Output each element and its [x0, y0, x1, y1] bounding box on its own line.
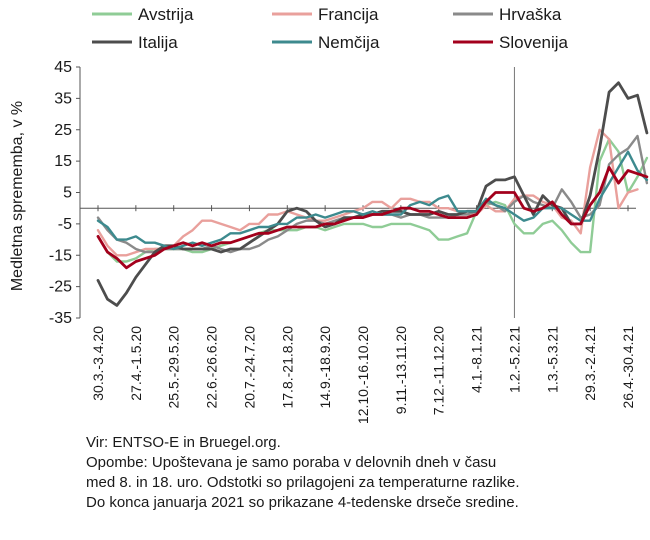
plot-area	[96, 81, 649, 307]
y-axis-title: Medletna sprememba, v %	[9, 101, 26, 291]
y-tick-label: -15	[49, 247, 72, 264]
legend-label: Francija	[318, 5, 379, 24]
y-tick-label: 35	[54, 90, 72, 107]
series-line-avstrija	[96, 137, 649, 263]
x-tick-label: 27.4.-1.5.20	[128, 326, 144, 401]
x-tick-label: 29.3.-2.4.21	[582, 326, 598, 401]
x-tick-label: 1.3.-5.3.21	[544, 326, 560, 393]
legend-label: Hrvaška	[499, 5, 562, 24]
x-tick-label: 22.6.-26.6.20	[204, 326, 220, 409]
x-tick-label: 9.11.-13.11.20	[393, 326, 409, 414]
line-chart: Avstrija Francija Hrvaška Italija Nemčija Slo…	[9, 5, 649, 424]
chart-notes: Vir: ENTSO-E in Bruegel.org. Opombe: Upo…	[86, 433, 646, 513]
method-note-line-2: med 8. in 18. uro. Odstotki so prilagoje…	[86, 474, 520, 491]
series-line-slovenija	[96, 165, 649, 270]
series-line-francija	[96, 128, 639, 257]
x-tick-label: 20.7.-24.7.20	[241, 326, 257, 409]
x-tick-label: 25.5.-29.5.20	[166, 326, 182, 409]
chart-legend: Avstrija Francija Hrvaška Italija Nemčija Slo…	[92, 5, 569, 52]
x-tick-label: 30.3.-3.4.20	[90, 326, 106, 401]
y-tick-label: 45	[54, 59, 72, 76]
method-note-line-3: Do konca januarja 2021 so prikazane 4-te…	[86, 494, 519, 511]
legend-label: Nemčija	[318, 33, 380, 52]
legend-label: Italija	[138, 33, 178, 52]
x-tick-label: 4.1.-8.1.21	[469, 326, 485, 393]
x-tick-label: 7.12.-11.12.20	[431, 326, 447, 415]
x-tick-label: 17.8.-21.8.20	[279, 326, 295, 409]
y-tick-label: 15	[54, 153, 72, 170]
legend-label: Avstrija	[138, 5, 194, 24]
y-tick-label: -35	[49, 310, 72, 327]
x-tick-label: 1.2.-5.2.21	[506, 326, 522, 393]
y-tick-label: 25	[54, 122, 72, 139]
source-note: Vir: ENTSO-E in Bruegel.org.	[86, 434, 281, 451]
x-tick-label: 26.4.-30.4.21	[620, 326, 636, 409]
y-tick-label: -5	[58, 216, 72, 233]
y-tick-label: -25	[49, 279, 72, 296]
x-tick-label: 12.10.-16.10.20	[355, 326, 371, 424]
legend-label: Slovenija	[499, 33, 569, 52]
y-axis: 45 35 25 15 5 -5 -15 -25 -35	[49, 59, 81, 327]
x-axis: 30.3.-3.4.20 27.4.-1.5.20 25.5.-29.5.20 22.…	[80, 67, 636, 424]
method-note-line-1: Opombe: Upoštevana je samo poraba v delo…	[86, 454, 497, 471]
x-tick-label: 14.9.-18.9.20	[317, 326, 333, 409]
y-tick-label: 5	[63, 185, 72, 202]
